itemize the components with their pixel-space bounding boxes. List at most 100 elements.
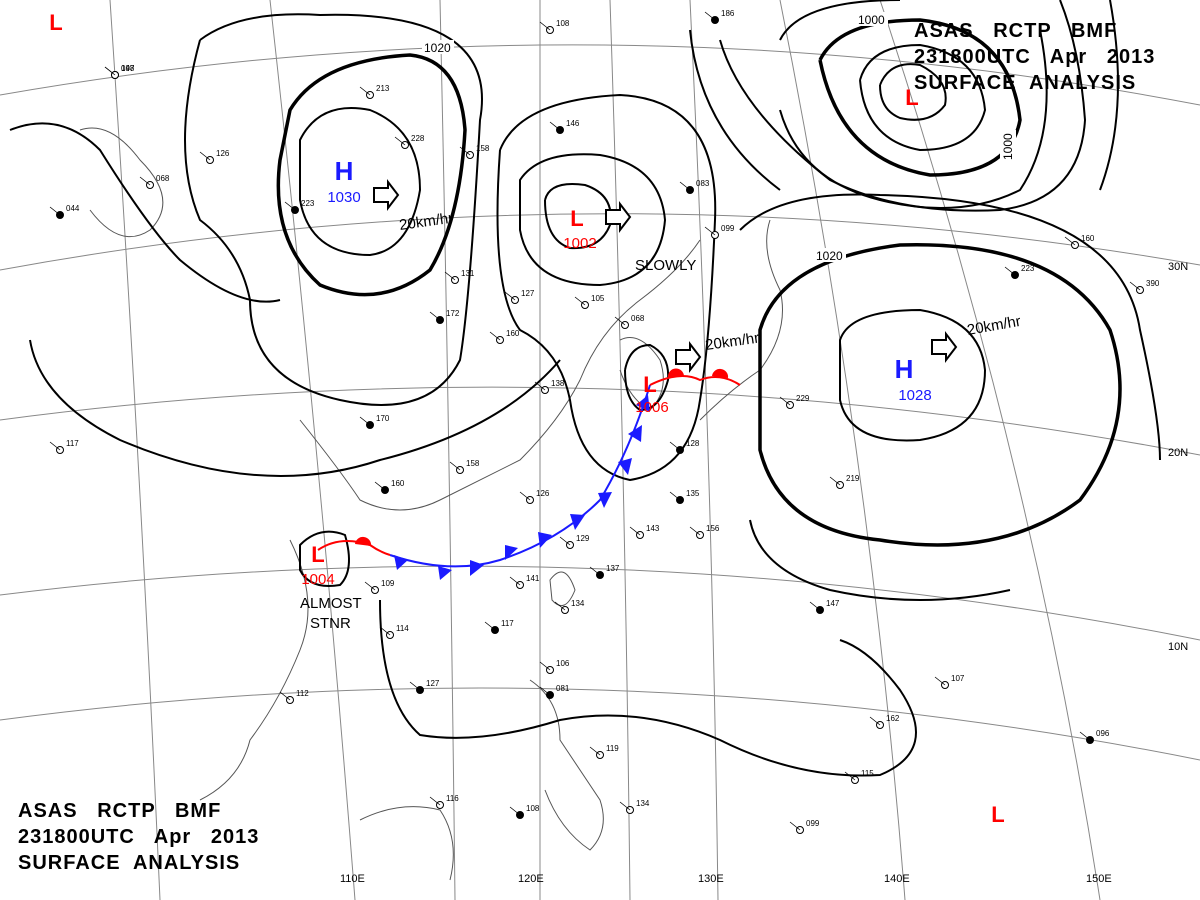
station-pressure: 137 [606, 564, 620, 573]
isobar-l-ne-2 [859, 43, 987, 152]
wind-barb [779, 396, 791, 406]
coast-korea [619, 337, 664, 411]
station-pressure: 158 [476, 144, 490, 153]
station-pressure: 107 [951, 674, 965, 683]
wind-barb [199, 151, 211, 161]
wind-barb [934, 676, 946, 686]
arrow-l-front [675, 341, 702, 373]
warm-semicircle [667, 368, 684, 377]
lat-label: 10N [1168, 641, 1188, 653]
arrow-h-east [931, 331, 958, 363]
wind-barb [459, 146, 471, 156]
station-pressure: 172 [446, 309, 460, 318]
station-pressure: 126 [216, 149, 230, 158]
isobar-west-big [9, 122, 561, 477]
high-west-value: 1030 [327, 189, 360, 206]
wind-barb [484, 621, 496, 631]
warm-semicircle [712, 368, 729, 378]
lon-line-125e [609, 0, 631, 900]
station-pressure: 213 [376, 84, 390, 93]
wind-barb [629, 526, 641, 536]
wind-barb [364, 581, 376, 591]
arrow-l-center [605, 201, 632, 233]
wind-barb [869, 716, 881, 726]
header-title-line2: 231800UTC Apr 2013 [914, 46, 1156, 68]
isobar-south-big [379, 599, 917, 777]
low-south-symbol: L [311, 542, 324, 567]
wind-barb [704, 226, 716, 236]
low-south-value: 1004 [301, 571, 334, 588]
fronts [317, 368, 741, 580]
station-pressure: 127 [521, 289, 535, 298]
station-pressure: 170 [376, 414, 390, 423]
cold-barb [636, 395, 650, 412]
wind-barb [619, 801, 631, 811]
lat-line-30n [0, 213, 1200, 271]
lat-line-20n [0, 386, 1200, 456]
wind-barb [539, 686, 551, 696]
wind-barb [554, 601, 566, 611]
lat-line-35n [0, 44, 1200, 106]
station-pressure: 135 [686, 489, 700, 498]
isobar-h-east-inner [839, 308, 987, 442]
station-pressure: 098 [121, 64, 135, 73]
warm-front-line-east [649, 375, 741, 386]
wind-barb [1079, 731, 1091, 741]
footer-title-line1: ASAS RCTP BMF [18, 800, 222, 822]
station-plots: 0981260680442132282231581311721601271461… [49, 9, 1160, 834]
graticule-labels: 110E 120E 130E 140E 150E 30N 20N 10N [340, 261, 1188, 885]
low-front-value: 1006 [635, 399, 668, 416]
wind-barb [789, 821, 801, 831]
wind-barb [374, 481, 386, 491]
coast-philippines [529, 679, 604, 851]
isobar-h-east-outer [739, 193, 1161, 601]
wind-barb [444, 271, 456, 281]
isobar-labels: 1020 1000 1000 1020 [422, 12, 1016, 263]
cold-barb [618, 458, 632, 475]
station-pressure: 147 [121, 64, 135, 73]
isobar-l-front [624, 343, 670, 412]
pressure-centers: H 1030 L 1002 L 1006 H 1028 L 1004 L L L [49, 10, 1004, 827]
station-pressure: 134 [571, 599, 585, 608]
wind-barb [589, 566, 601, 576]
wind-barb [284, 201, 296, 211]
station-pressure: 162 [886, 714, 900, 723]
coast-borneo [359, 806, 454, 881]
cold-barb [438, 566, 452, 580]
isobar-label: 1000 [1001, 133, 1015, 160]
wind-barb [509, 576, 521, 586]
wind-barb [394, 136, 406, 146]
station-pressure: 099 [721, 224, 735, 233]
wind-barb [104, 66, 116, 76]
lat-line-10n [0, 565, 1200, 641]
station-pressure: 223 [1021, 264, 1035, 273]
wind-barb [669, 491, 681, 501]
station-pressure: 109 [381, 579, 395, 588]
cold-barb [538, 532, 552, 548]
low-se-symbol: L [991, 802, 1004, 827]
motion-label-stnr: STNR [310, 615, 351, 632]
high-east-value: 1028 [898, 387, 931, 404]
station-pressure: 223 [301, 199, 315, 208]
isobar-l-center-outer [496, 93, 717, 482]
station-pressure: 141 [526, 574, 540, 583]
wind-barb [1004, 266, 1016, 276]
station-pressure: 044 [66, 204, 80, 213]
low-ne-symbol: L [905, 85, 918, 110]
coast-china [79, 127, 701, 511]
lon-line-100e [109, 0, 161, 900]
wind-barb [829, 476, 841, 486]
station-pressure: 108 [556, 19, 570, 28]
wind-barb [519, 491, 531, 501]
station-pressure: 160 [391, 479, 405, 488]
cold-barb [628, 425, 642, 442]
isobar-h-east-1020 [758, 242, 1122, 547]
low-center-value: 1002 [563, 235, 596, 252]
wind-barb [449, 461, 461, 471]
station-pressure: 229 [796, 394, 810, 403]
station-pressure: 138 [551, 379, 565, 388]
wind-barb [534, 381, 546, 391]
station-pressure: 127 [426, 679, 440, 688]
isobars [9, 0, 1161, 777]
cold-barb [598, 492, 612, 508]
